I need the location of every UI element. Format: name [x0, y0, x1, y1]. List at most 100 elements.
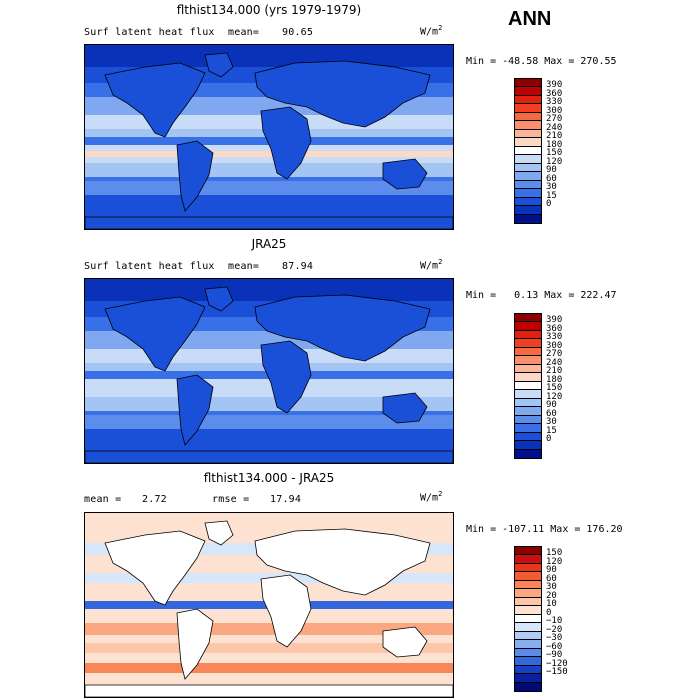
colorbar-swatch: [515, 214, 541, 223]
colorbar-level-label: 120: [546, 156, 563, 167]
colorbar-level-label: 210: [546, 366, 563, 377]
panel2-minmax: Min = 0.13 Max = 222.47: [466, 290, 617, 301]
panel1-mean-value: 90.65: [282, 27, 314, 38]
colorbar-level-label: 210: [546, 131, 563, 142]
colorbar-level-label: 30: [546, 582, 557, 593]
panel1-unit: W/m2: [420, 24, 443, 38]
panel2-mean-label: mean=: [228, 261, 260, 272]
colorbar-swatch: [515, 155, 541, 164]
colorbar-swatch: [515, 172, 541, 181]
colorbar-swatch: [515, 682, 541, 691]
colorbar-swatch: [515, 572, 541, 581]
colorbar-level-label: −10: [546, 616, 563, 627]
colorbar-swatch: [515, 373, 541, 382]
colorbar-swatch: [515, 631, 541, 641]
panel3-rmse-label: rmse =: [212, 494, 250, 505]
colorbar-level-label: 15: [546, 190, 557, 201]
panel2-colorbar: [514, 313, 542, 459]
colorbar-swatch: [515, 356, 541, 365]
panel3-minmax: Min = -107.11 Max = 176.20: [466, 524, 623, 535]
colorbar-level-label: −20: [546, 624, 563, 635]
panel3-colorbar: [514, 546, 542, 692]
colorbar-level-label: 20: [546, 590, 557, 601]
colorbar-swatch: [515, 364, 541, 374]
colorbar-swatch: [515, 206, 541, 215]
panel1-title: flthist134.000 (yrs 1979-1979): [176, 3, 362, 17]
colorbar-level-label: 330: [546, 97, 563, 108]
colorbar-swatch: [515, 441, 541, 450]
panel1-map: [84, 44, 454, 230]
colorbar-swatch: [515, 449, 541, 458]
colorbar-level-label: −120: [546, 658, 568, 669]
colorbar-swatch: [515, 398, 541, 408]
colorbar-swatch: [515, 555, 541, 564]
panel3-rmse-value: 17.94: [270, 494, 302, 505]
panel2-unit: W/m2: [420, 258, 443, 272]
colorbar-swatch: [515, 339, 541, 348]
colorbar-swatch: [515, 606, 541, 615]
colorbar-level-label: 10: [546, 599, 557, 610]
colorbar-level-label: 360: [546, 88, 563, 99]
colorbar-swatch: [515, 623, 541, 632]
colorbar-level-label: 90: [546, 400, 557, 411]
colorbar-level-label: 60: [546, 408, 557, 419]
colorbar-level-label: −150: [546, 667, 568, 678]
colorbar-level-label: 240: [546, 122, 563, 133]
panel2-variable-label: Surf latent heat flux: [84, 261, 215, 272]
panel3-map: [84, 512, 454, 698]
colorbar-swatch: [515, 79, 541, 88]
season-label: ANN: [508, 8, 552, 30]
colorbar-level-label: −30: [546, 633, 563, 644]
colorbar-swatch: [515, 415, 541, 425]
panel1-colorbar: [514, 78, 542, 224]
panel3-mean-value: 2.72: [142, 494, 167, 505]
colorbar-swatch: [515, 197, 541, 207]
colorbar-level-label: 0: [546, 434, 552, 445]
panel1-variable-label: Surf latent heat flux: [84, 27, 215, 38]
colorbar-level-label: 150: [546, 548, 563, 559]
colorbar-swatch: [515, 407, 541, 416]
colorbar-level-label: 30: [546, 417, 557, 428]
colorbar-swatch: [515, 104, 541, 113]
colorbar-swatch: [515, 657, 541, 666]
colorbar-level-label: 390: [546, 315, 563, 326]
colorbar-swatch: [515, 347, 541, 357]
colorbar-level-label: 300: [546, 340, 563, 351]
colorbar-level-label: 90: [546, 165, 557, 176]
colorbar-level-label: 330: [546, 332, 563, 343]
colorbar-swatch: [515, 330, 541, 340]
colorbar-swatch: [515, 180, 541, 190]
colorbar-level-label: 0: [546, 607, 552, 618]
panel2-map: [84, 278, 454, 464]
panel2-title: JRA25: [251, 237, 287, 251]
colorbar-level-label: 270: [546, 114, 563, 125]
colorbar-swatch: [515, 563, 541, 573]
colorbar-swatch: [515, 146, 541, 156]
colorbar-swatch: [515, 614, 541, 624]
colorbar-level-label: 90: [546, 565, 557, 576]
colorbar-level-label: 390: [546, 80, 563, 91]
colorbar-swatch: [515, 580, 541, 590]
colorbar-swatch: [515, 95, 541, 105]
colorbar-level-label: 150: [546, 148, 563, 159]
colorbar-swatch: [515, 640, 541, 649]
panel3-title: flthist134.000 - JRA25: [203, 471, 335, 485]
colorbar-swatch: [515, 674, 541, 683]
colorbar-swatch: [515, 589, 541, 598]
colorbar-level-label: 180: [546, 139, 563, 150]
colorbar-level-label: 300: [546, 105, 563, 116]
colorbar-swatch: [515, 322, 541, 331]
colorbar-level-label: 240: [546, 357, 563, 368]
colorbar-level-label: 0: [546, 199, 552, 210]
colorbar-swatch: [515, 547, 541, 556]
colorbar-swatch: [515, 314, 541, 323]
colorbar-swatch: [515, 189, 541, 198]
colorbar-level-label: −60: [546, 641, 563, 652]
colorbar-level-label: 15: [546, 425, 557, 436]
colorbar-swatch: [515, 665, 541, 675]
panel2-mean-value: 87.94: [282, 261, 314, 272]
colorbar-swatch: [515, 163, 541, 173]
colorbar-level-label: 60: [546, 573, 557, 584]
colorbar-level-label: 270: [546, 349, 563, 360]
panel3-mean-label: mean =: [84, 494, 122, 505]
